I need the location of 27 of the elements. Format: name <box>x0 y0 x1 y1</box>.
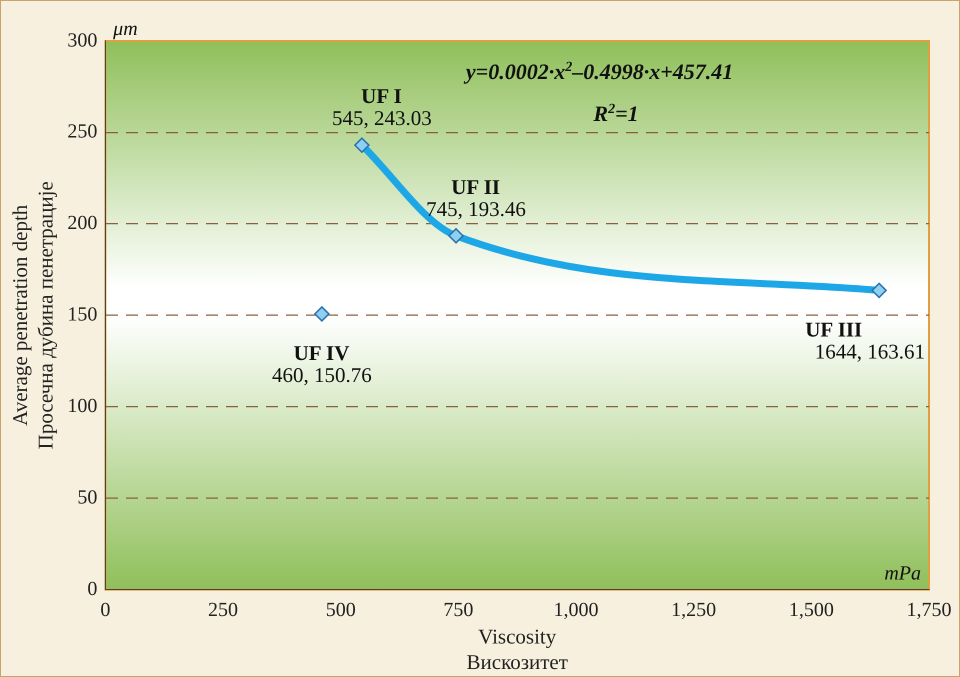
x-tick-label: 1,750 <box>906 598 952 621</box>
x-tick-label: 500 <box>326 598 356 621</box>
x-axis-title: Viscosity Вискозитет <box>466 624 568 674</box>
x-tick-label: 1,250 <box>671 598 716 621</box>
annotation: UF I <box>361 84 402 108</box>
data-label: 460, 150.76 <box>272 362 372 387</box>
point <box>314 306 330 322</box>
y-axis-title: Average penetration depth Просечна дубина пенетрације <box>8 181 58 450</box>
y-tick-label: 250 <box>67 120 98 143</box>
x-tick-label: 1,000 <box>554 598 599 621</box>
annotation: UF III <box>805 317 862 342</box>
y-tick-label: 300 <box>67 29 98 52</box>
y-tick-label: 50 <box>77 486 98 508</box>
text: μm <box>112 18 138 40</box>
data-label: 545, 243.03 <box>332 106 432 130</box>
x-tick-label: 250 <box>208 598 238 621</box>
annotation: UF II <box>451 174 500 199</box>
data-label: 1644, 163.61 <box>814 339 925 364</box>
y-tick-label: 150 <box>67 304 98 326</box>
y-tick-label: 200 <box>67 212 98 234</box>
annotation: mPa <box>884 562 922 585</box>
y-tick-label: 100 <box>67 394 98 417</box>
data-label: 745, 193.46 <box>426 196 526 221</box>
annotation: UF IV <box>294 340 350 365</box>
x-tick-label: 750 <box>443 598 474 621</box>
y-tick-label: 0 <box>87 578 98 600</box>
x-tick-label: 1,500 <box>788 598 834 621</box>
